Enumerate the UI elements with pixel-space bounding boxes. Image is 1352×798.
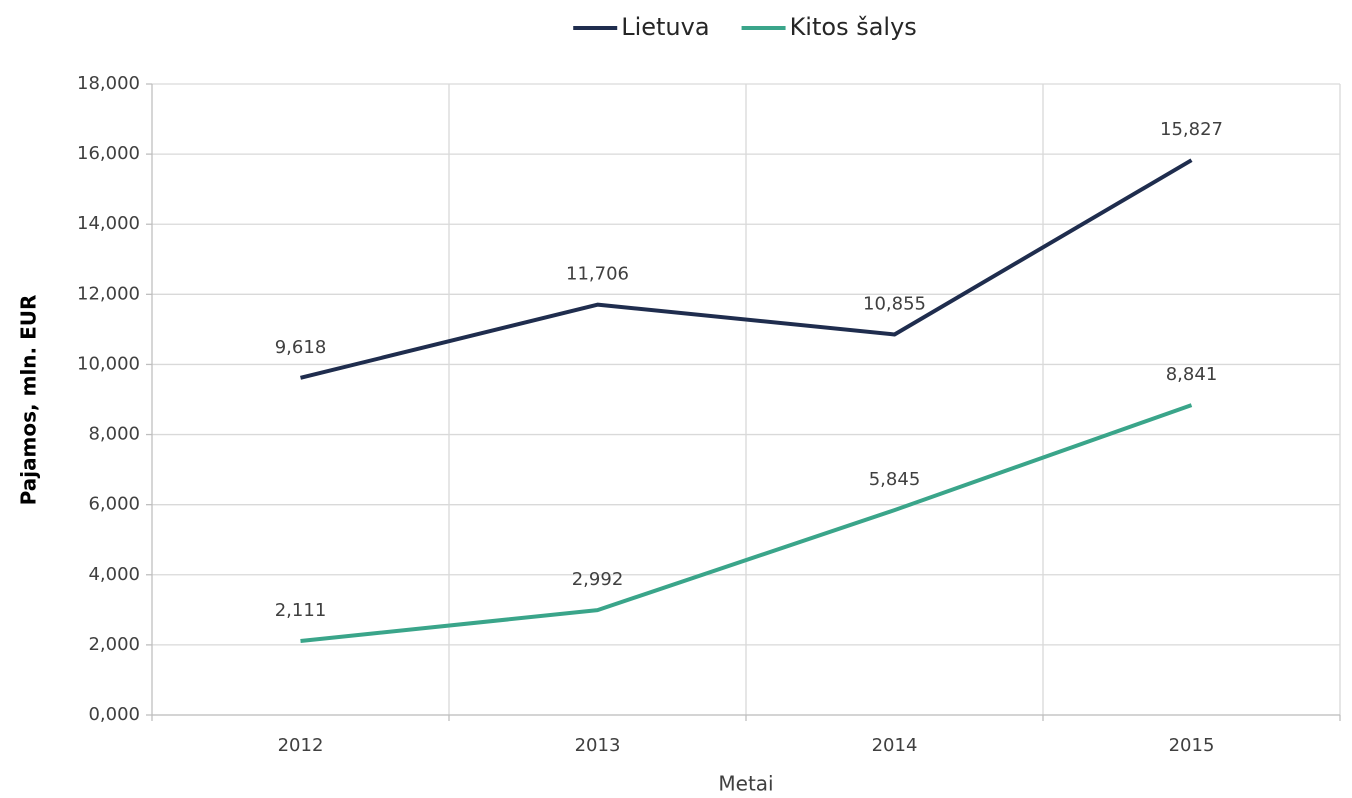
data-label: 10,855 — [863, 293, 926, 314]
y-tick-label: 6,000 — [88, 494, 140, 515]
line-series — [300, 158, 1193, 380]
y-tick-label: 14,000 — [77, 213, 140, 234]
data-label: 2,111 — [275, 600, 327, 621]
x-tick-label: 2014 — [872, 735, 918, 756]
y-tick-label: 4,000 — [88, 564, 140, 585]
data-label: 5,845 — [869, 469, 921, 490]
legend-item: Lietuva — [573, 13, 710, 41]
y-tick-label: 2,000 — [88, 634, 140, 655]
x-tick-label: 2013 — [575, 735, 621, 756]
x-axis-title: Metai — [718, 772, 773, 796]
line-series — [300, 403, 1193, 643]
y-tick-label: 8,000 — [88, 424, 140, 445]
data-label: 2,992 — [572, 569, 624, 590]
data-label: 15,827 — [1160, 119, 1223, 140]
legend-text: Kitos šalys — [790, 13, 917, 41]
y-tick-label: 16,000 — [77, 143, 140, 164]
y-tick-label: 12,000 — [77, 283, 140, 304]
y-axis-title: Pajamos, mln. EUR — [17, 295, 41, 506]
x-tick-label: 2015 — [1169, 735, 1215, 756]
legend-item: Kitos šalys — [741, 13, 917, 41]
y-tick-label: 0,000 — [88, 704, 140, 725]
legend-text: Lietuva — [621, 13, 709, 41]
data-label: 8,841 — [1166, 364, 1218, 385]
data-label: 11,706 — [566, 264, 629, 285]
y-tick-label: 18,000 — [77, 73, 140, 94]
x-tick-label: 2012 — [278, 735, 324, 756]
data-label: 9,618 — [275, 337, 327, 358]
y-tick-label: 10,000 — [77, 353, 140, 374]
